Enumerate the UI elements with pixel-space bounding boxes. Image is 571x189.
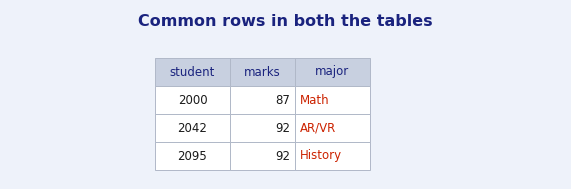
Text: 2042: 2042 [178,122,207,135]
Bar [155,86,230,114]
Bar [295,86,370,114]
Bar [230,86,295,114]
Text: Math: Math [300,94,329,106]
Text: 92: 92 [275,149,291,163]
Text: Common rows in both the tables: Common rows in both the tables [138,14,433,29]
Bar [230,142,295,170]
Text: 92: 92 [275,122,291,135]
Text: major: major [315,66,349,78]
Text: 87: 87 [276,94,291,106]
Bar [155,114,230,142]
Text: 2000: 2000 [178,94,207,106]
Bar [155,142,230,170]
Bar [230,58,295,86]
Text: marks: marks [244,66,281,78]
Text: student: student [170,66,215,78]
Text: AR/VR: AR/VR [300,122,336,135]
Bar [295,114,370,142]
Text: 2095: 2095 [178,149,207,163]
Text: History: History [300,149,341,163]
Bar [230,114,295,142]
Bar [155,58,230,86]
Bar [295,142,370,170]
Bar [295,58,370,86]
